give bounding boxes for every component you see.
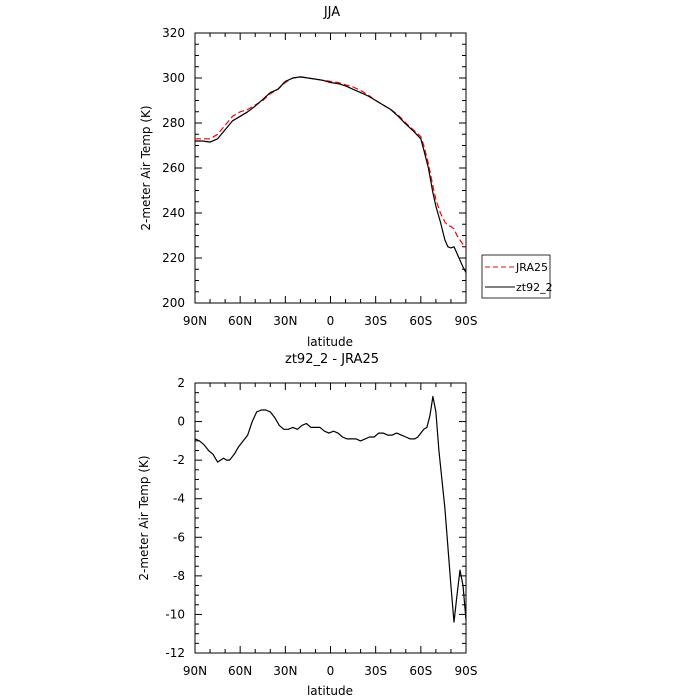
x-tick-label: 30S (364, 314, 387, 328)
legend-label-zt92-2: zt92_2 (516, 281, 553, 294)
y-tick-label: -10 (165, 607, 185, 621)
y-tick-label: -4 (173, 492, 185, 506)
legend-box (481, 254, 551, 299)
y-tick-label: 260 (162, 161, 185, 175)
y-tick-label: -2 (173, 453, 185, 467)
y-tick-label: 220 (162, 251, 185, 265)
plot-frame (194, 382, 467, 654)
x-tick-label: 90S (455, 664, 478, 678)
x-tick-label: 30N (273, 664, 297, 678)
plot-frame (194, 32, 467, 304)
difference-chart: zt92_2 - JRA25 90N 60N 30N 0 30S 60S 90S -12 -10… (137, 352, 477, 698)
legend-label-jra25: JRA25 (515, 261, 548, 274)
x-tick-label: 90N (183, 664, 207, 678)
chart-title: JJA (323, 5, 340, 20)
x-tick-label: 0 (327, 314, 335, 328)
x-tick-label: 90S (455, 314, 478, 328)
y-tick-label: -12 (165, 646, 185, 660)
y-tick-label: 280 (162, 116, 185, 130)
y-tick-label: 300 (162, 71, 185, 85)
series-line (194, 395, 467, 623)
x-tick-label: 30N (273, 314, 297, 328)
x-tick-label: 0 (327, 664, 335, 678)
legend: JRA25 zt92_2 (481, 254, 553, 299)
y-tick-label: 2 (177, 376, 185, 390)
y-tick-label: -8 (173, 569, 185, 583)
x-tick-label: 90N (183, 314, 207, 328)
y-axis-label: 2-meter Air Temp (K) (139, 105, 153, 230)
x-tick-label: 60N (228, 664, 252, 678)
x-tick-label: 60N (228, 314, 252, 328)
y-tick-label: 0 (177, 415, 185, 429)
y-axis-label: 2-meter Air Temp (K) (137, 455, 151, 580)
x-tick-label: 60S (409, 664, 432, 678)
x-axis-label: latitude (307, 684, 353, 698)
y-tick-label: -6 (173, 530, 185, 544)
temperature-chart: JJA 90N 60N 30N 0 30S 60S 90S 200 220 240 260 280 30… (139, 5, 553, 349)
y-tick-label: 320 (162, 26, 185, 40)
y-tick-label: 240 (162, 206, 185, 220)
series-line-jra25 (195, 76, 467, 249)
series-line-zt92-2 (195, 76, 467, 273)
x-axis-label: latitude (307, 335, 353, 349)
y-tick-label: 200 (162, 296, 185, 310)
x-tick-label: 60S (409, 314, 432, 328)
chart-title: zt92_2 - JRA25 (285, 352, 379, 367)
x-tick-label: 30S (364, 664, 387, 678)
